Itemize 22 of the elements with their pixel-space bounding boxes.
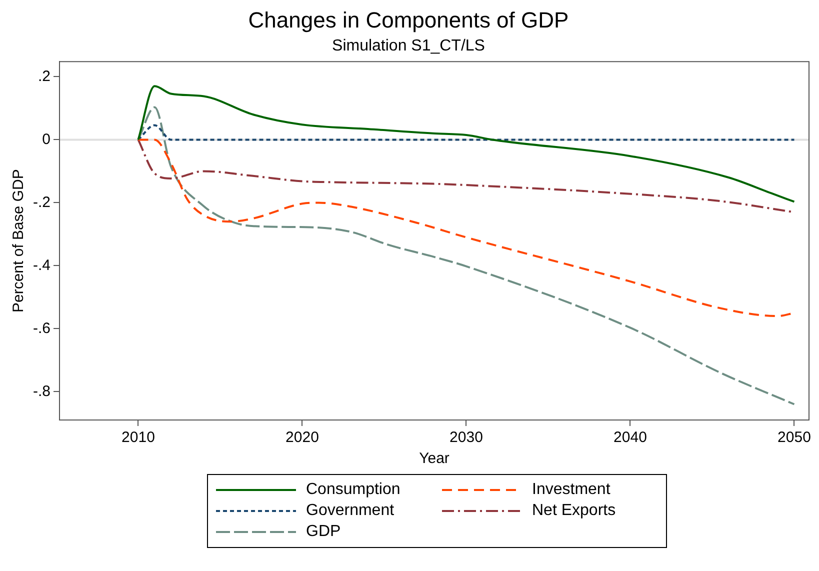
y-tick-label: -.8 — [32, 382, 51, 400]
legend-label: Consumption — [306, 481, 400, 499]
line-series — [137, 85, 796, 203]
x-axis-title: Year — [419, 450, 450, 468]
chart-title: Changes in Components of GDP — [248, 7, 569, 32]
x-tick-label: 2050 — [778, 429, 811, 446]
legend-label: Government — [306, 502, 394, 520]
legend-label: Investment — [532, 481, 610, 499]
y-tick-label: .2 — [38, 68, 51, 85]
y-tick-label: -.6 — [32, 320, 51, 337]
y-axis-title: Percent of Base GDP — [10, 169, 28, 313]
x-tick-label: 2020 — [286, 429, 319, 446]
line-series — [137, 106, 796, 406]
y-tick-label: -.2 — [32, 194, 51, 211]
y-tick-label: 0 — [42, 130, 51, 148]
legend-label: Net Exports — [532, 502, 616, 520]
chart-subtitle: Simulation S1_CT/LS — [332, 37, 485, 54]
legend-label: GDP — [306, 523, 341, 541]
x-tick-label: 2030 — [450, 429, 483, 446]
y-tick-label: -.4 — [32, 256, 51, 274]
x-tick-label: 2040 — [614, 429, 647, 446]
x-tick-label: 2010 — [122, 429, 155, 446]
